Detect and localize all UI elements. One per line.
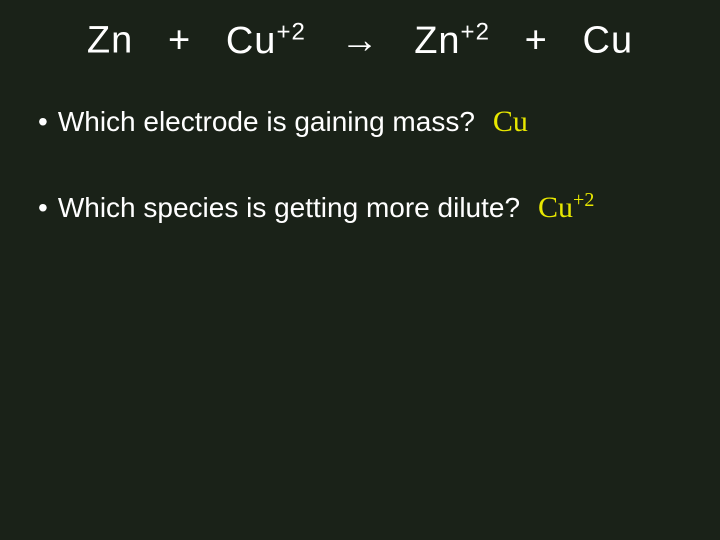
- product-2: Cu: [583, 20, 634, 62]
- plus-1: +: [168, 20, 191, 62]
- answer-2: Cu+2: [538, 189, 594, 225]
- reactant-2: Cu+2: [226, 20, 306, 62]
- slide-container: Zn + Cu+2 → Zn+2 + Cu • Which electrode …: [0, 0, 720, 540]
- bullet-marker: •: [38, 192, 48, 224]
- reactant-1: Zn: [87, 20, 133, 62]
- bullet-row-2: • Which species is getting more dilute? …: [30, 189, 690, 225]
- product-1: Zn+2: [414, 20, 490, 62]
- arrow-icon: →: [341, 20, 380, 62]
- question-2: Which species is getting more dilute?: [58, 192, 520, 224]
- question-1: Which electrode is gaining mass?: [58, 106, 475, 138]
- chemical-equation: Zn + Cu+2 → Zn+2 + Cu: [30, 18, 690, 63]
- bullet-row-1: • Which electrode is gaining mass? Cu: [30, 103, 690, 139]
- answer-1: Cu: [493, 103, 528, 139]
- plus-2: +: [525, 20, 548, 62]
- bullet-marker: •: [38, 106, 48, 138]
